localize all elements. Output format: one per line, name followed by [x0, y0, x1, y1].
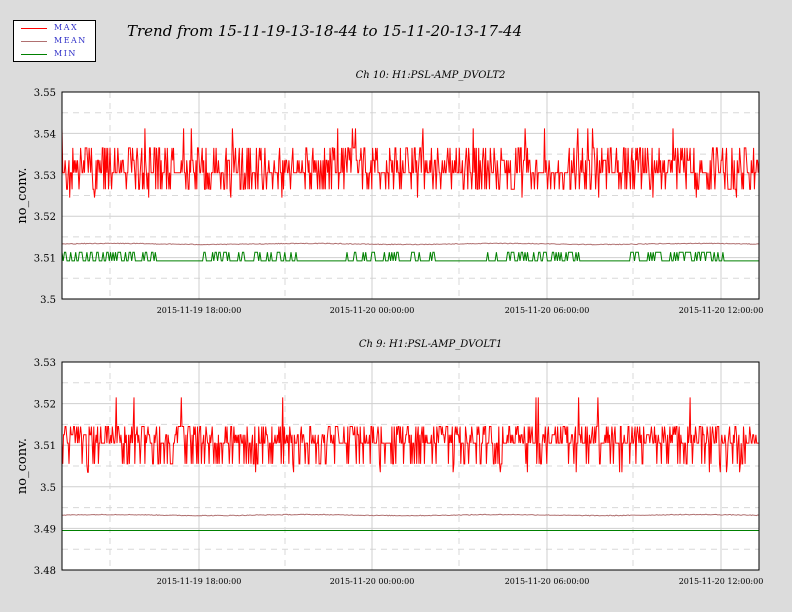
legend-label-min: MIN — [54, 49, 77, 58]
y-tick-label: 3.53 — [34, 358, 56, 369]
legend-item-max: MAX — [14, 22, 95, 34]
plot-frame — [61, 361, 760, 571]
series-max-line — [61, 397, 759, 473]
series-max-line — [61, 128, 760, 198]
y-tick-label: 3.5 — [40, 483, 56, 494]
chart-title: Ch 10: H1:PSL-AMP_DVOLT2 — [356, 70, 506, 81]
y-tick-label: 3.51 — [34, 254, 56, 265]
x-tick-label: 2015-11-20 12:00:00 — [679, 306, 764, 315]
legend-label-mean: MEAN — [54, 36, 87, 45]
y-axis-label: no_conv. — [15, 438, 30, 494]
legend-item-min: MIN — [14, 48, 95, 60]
legend-item-mean: MEAN — [14, 35, 95, 47]
series-mean-line — [61, 513, 760, 517]
legend-swatch-mean — [21, 41, 47, 42]
chart-panel-2: Ch 9: H1:PSL-AMP_DVOLT1 3.48 3.49 3.5 3.51 3.… — [15, 339, 763, 586]
y-tick-label: 3.49 — [34, 524, 56, 535]
y-tick-label: 3.53 — [34, 171, 56, 182]
chart-panel-1: Ch 10: H1:PSL-AMP_DVOLT2 3.5 3.51 3.52 3.53 3… — [15, 70, 763, 315]
legend: MAX MEAN MIN — [13, 20, 96, 62]
series-mean-line — [61, 242, 760, 246]
chart-title: Ch 9: H1:PSL-AMP_DVOLT1 — [359, 339, 502, 350]
page-title: Trend from 15-11-19-13-18-44 to 15-11-20… — [127, 22, 523, 40]
x-tick-label: 2015-11-20 06:00:00 — [505, 306, 590, 315]
x-tick-label: 2015-11-20 12:00:00 — [679, 577, 764, 586]
plot-frame — [61, 91, 760, 300]
y-tick-label: 3.51 — [34, 441, 56, 452]
x-tick-label: 2015-11-19 18:00:00 — [157, 306, 242, 315]
series-min-line — [61, 251, 759, 262]
legend-swatch-max — [21, 28, 47, 29]
y-tick-label: 3.52 — [34, 212, 56, 223]
legend-label-max: MAX — [54, 23, 79, 32]
plot-area — [61, 361, 760, 571]
y-tick-label: 3.54 — [34, 129, 56, 140]
x-tick-label: 2015-11-20 00:00:00 — [330, 577, 415, 586]
y-axis-label: no_conv. — [15, 167, 30, 223]
x-tick-label: 2015-11-20 06:00:00 — [505, 577, 590, 586]
y-tick-label: 3.52 — [34, 400, 56, 411]
x-tick-label: 2015-11-20 00:00:00 — [330, 306, 415, 315]
legend-swatch-min — [21, 54, 47, 55]
y-tick-label: 3.5 — [40, 295, 56, 306]
y-tick-label: 3.55 — [34, 88, 56, 99]
x-tick-label: 2015-11-19 18:00:00 — [157, 577, 242, 586]
y-tick-label: 3.48 — [34, 566, 56, 577]
